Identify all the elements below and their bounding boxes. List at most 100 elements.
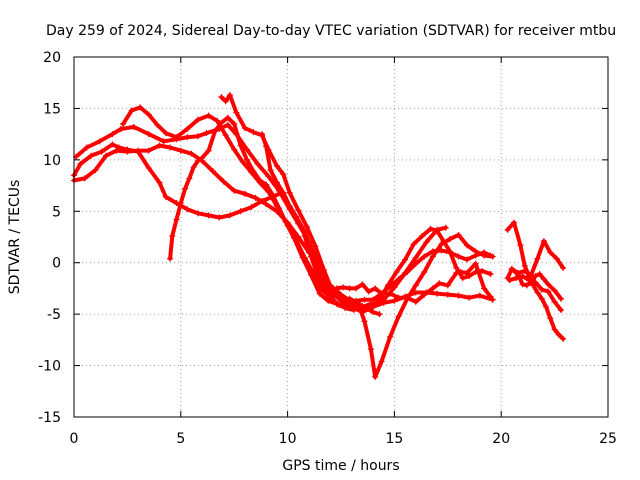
data-point [558, 295, 565, 302]
data-point [241, 190, 248, 197]
data-point [137, 104, 144, 111]
data-point [325, 297, 332, 304]
data-point [308, 253, 315, 260]
data-point [464, 242, 471, 249]
data-point [338, 291, 344, 298]
data-point [551, 326, 558, 333]
data-point [265, 173, 272, 180]
data-point [96, 138, 103, 145]
data-point [442, 224, 449, 231]
data-point [538, 295, 545, 302]
data-point [455, 231, 462, 238]
data-point [156, 179, 163, 186]
data-point [226, 92, 233, 99]
data-point [209, 168, 216, 175]
series-markers-7 [258, 131, 494, 312]
data-point [205, 112, 212, 119]
data-point [301, 232, 308, 239]
data-point [487, 293, 494, 300]
data-point [346, 295, 353, 302]
data-point [135, 147, 142, 154]
data-point [487, 271, 494, 278]
data-point [457, 268, 464, 275]
data-point [203, 130, 210, 137]
data-point [558, 307, 565, 314]
data-point [88, 152, 95, 159]
data-point [162, 130, 169, 137]
data-point [511, 219, 518, 226]
data-point [320, 285, 327, 292]
data-point [109, 131, 116, 138]
data-point [244, 146, 251, 153]
y-axis-label: SDTVAR / TECUs [7, 180, 23, 295]
data-point [77, 160, 84, 167]
data-point [372, 373, 379, 380]
data-point [446, 236, 453, 243]
data-point [184, 206, 191, 213]
data-point [410, 241, 417, 248]
data-point [504, 226, 511, 233]
y-tick-label: 0 [52, 256, 61, 272]
series-markers-8 [301, 232, 494, 305]
data-point [525, 277, 532, 284]
data-point [436, 280, 443, 287]
data-point [523, 282, 530, 289]
data-point [222, 98, 229, 105]
data-point [543, 303, 550, 310]
data-point [124, 148, 131, 155]
data-point [521, 262, 528, 269]
series-line-1 [72, 142, 284, 220]
data-point [513, 275, 520, 282]
data-point [538, 286, 545, 293]
data-point [519, 273, 526, 280]
data-point [250, 129, 257, 136]
data-point [376, 311, 383, 318]
data-point [547, 315, 554, 322]
data-point [395, 313, 402, 320]
data-point [402, 256, 409, 263]
data-point [421, 291, 428, 298]
data-point [222, 132, 229, 139]
data-point [98, 148, 105, 155]
data-point [440, 238, 447, 245]
chart-title: Day 259 of 2024, Sidereal Day-to-day VTE… [46, 23, 616, 39]
data-point [188, 150, 195, 157]
data-point [489, 296, 496, 303]
data-point [359, 306, 366, 312]
x-tick-label: 0 [70, 431, 79, 447]
data-point [370, 296, 377, 303]
data-point [248, 204, 255, 211]
x-tick-label: 25 [599, 431, 617, 447]
data-point [528, 272, 535, 279]
data-point [303, 223, 310, 230]
data-point [231, 120, 238, 127]
data-point [344, 299, 351, 306]
y-tick-label: 20 [43, 50, 61, 66]
data-point [254, 160, 261, 167]
x-tick-label: 20 [492, 431, 510, 447]
data-point [237, 208, 244, 215]
data-point [295, 207, 302, 214]
data-point [173, 216, 180, 223]
data-point [429, 253, 436, 260]
data-point [320, 266, 327, 273]
data-point [404, 268, 411, 275]
data-point [130, 123, 137, 130]
data-point [239, 158, 246, 165]
data-point [199, 154, 206, 161]
data-point [184, 134, 191, 141]
data-point [286, 189, 293, 196]
data-point [444, 291, 451, 298]
data-point [361, 318, 368, 325]
y-tick-label: 5 [52, 204, 61, 220]
data-point [220, 178, 227, 185]
data-point [515, 270, 522, 276]
data-point [312, 243, 319, 250]
data-point [387, 290, 394, 297]
data-point [128, 107, 135, 114]
data-point [233, 109, 240, 116]
series-markers-3 [71, 142, 496, 316]
data-point [145, 111, 152, 118]
data-point [412, 289, 419, 296]
data-point [540, 238, 547, 245]
